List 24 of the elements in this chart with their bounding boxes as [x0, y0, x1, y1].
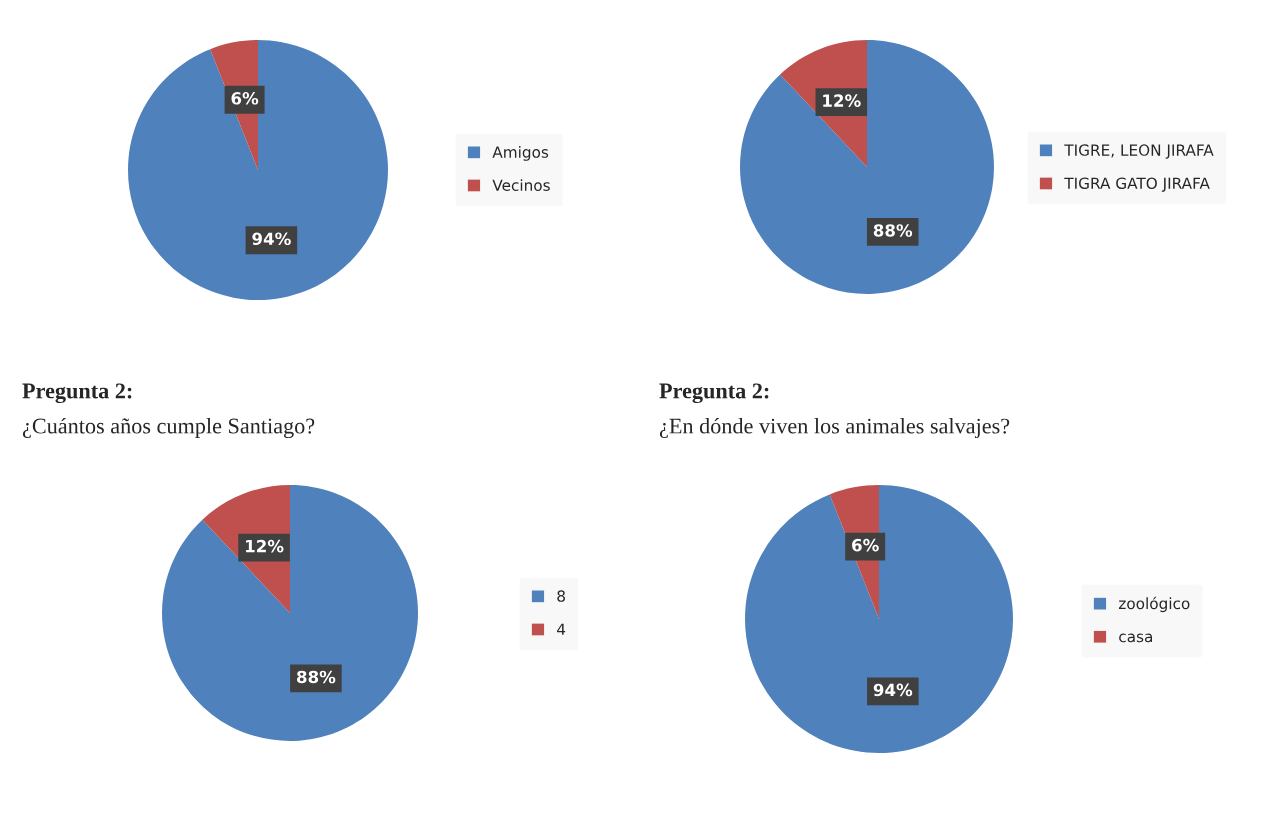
data-label: 94%	[252, 232, 291, 246]
data-label: 88%	[873, 224, 913, 237]
data-label: 6%	[231, 92, 259, 105]
data-label: 94%	[873, 683, 913, 697]
legend-label: zoológico	[1118, 596, 1190, 613]
pie-slice	[740, 40, 994, 294]
pie-slice	[128, 40, 388, 300]
data-label: 88%	[296, 670, 336, 684]
data-label: 12%	[246, 539, 284, 553]
chart-subtitle: ¿Cuántos años cumple Santiago?	[22, 417, 315, 439]
legend-label: Vecinos	[492, 179, 550, 191]
data-label: 12%	[823, 94, 861, 107]
legend-label: TIGRE, LEON JIRAFA	[1064, 144, 1214, 159]
chart-title: Pregunta 2:	[22, 383, 132, 404]
legend-label: TIGRA GATO JIRAFA	[1064, 177, 1210, 192]
chart-title: Pregunta 2:	[659, 383, 769, 404]
data-label: 6%	[852, 538, 879, 552]
legend-label: casa	[1119, 633, 1152, 643]
legend-label: 8	[557, 590, 565, 602]
legend-label: 4	[557, 623, 566, 635]
chart-subtitle: ¿En dónde viven los animales salvajes?	[659, 417, 1010, 439]
pie-slice	[162, 485, 418, 741]
legend-label: Amigos	[492, 146, 549, 161]
pie-slice	[745, 485, 1013, 753]
